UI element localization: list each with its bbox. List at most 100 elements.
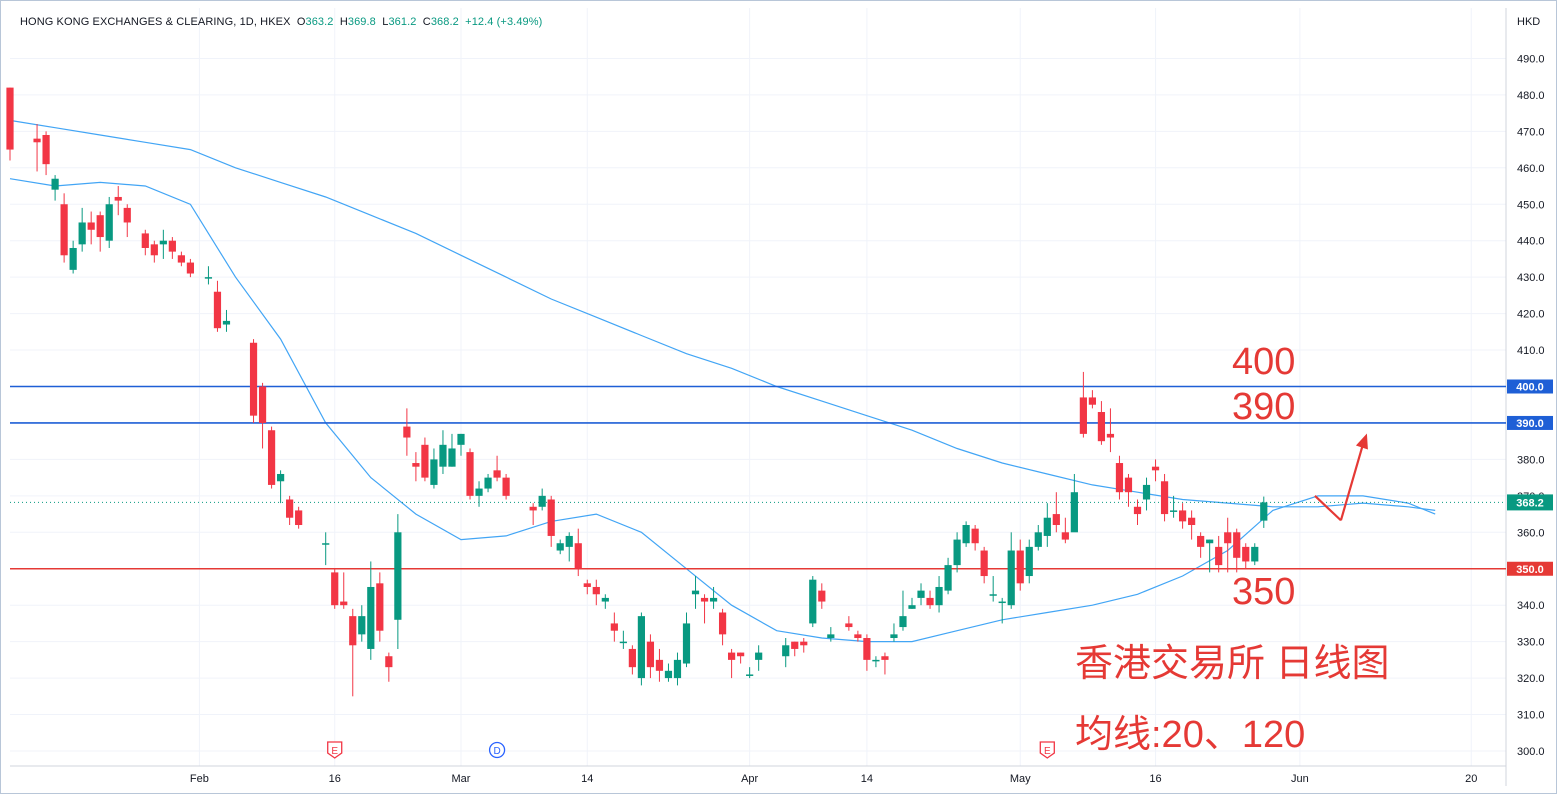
candle-body[interactable]: [1124, 477, 1133, 493]
candle-body[interactable]: [1142, 484, 1151, 500]
candle-body[interactable]: [412, 463, 420, 467]
candle-body[interactable]: [700, 597, 709, 602]
candle-body[interactable]: [33, 138, 41, 143]
candle-body[interactable]: [1160, 481, 1169, 515]
candle-body[interactable]: [1169, 510, 1178, 512]
candle-body[interactable]: [1025, 546, 1033, 577]
candle-body[interactable]: [1052, 514, 1060, 526]
candle-body[interactable]: [556, 543, 564, 551]
earnings-marker[interactable]: [327, 741, 343, 759]
candle-body[interactable]: [935, 586, 943, 606]
candle-body[interactable]: [484, 477, 492, 489]
candle-body[interactable]: [926, 597, 934, 606]
candle-body[interactable]: [69, 247, 77, 270]
candle-body[interactable]: [502, 477, 510, 496]
candle-body[interactable]: [881, 656, 889, 660]
candle-body[interactable]: [430, 459, 438, 485]
candle-body[interactable]: [746, 674, 754, 676]
candle-body[interactable]: [827, 634, 835, 639]
candle-body[interactable]: [448, 448, 456, 467]
candle-body[interactable]: [538, 495, 546, 507]
candle-body[interactable]: [1179, 510, 1187, 522]
candle-body[interactable]: [1061, 532, 1069, 540]
candle-body[interactable]: [1215, 546, 1223, 566]
candle-body[interactable]: [96, 215, 104, 238]
candle-body[interactable]: [682, 623, 691, 664]
candle-body[interactable]: [204, 277, 213, 279]
candle-body[interactable]: [1260, 502, 1268, 521]
candle-body[interactable]: [277, 473, 285, 482]
candle-body[interactable]: [1233, 532, 1241, 558]
candle-body[interactable]: [782, 645, 790, 657]
candle-body[interactable]: [565, 535, 573, 547]
candle-body[interactable]: [493, 470, 501, 478]
candle-body[interactable]: [403, 426, 411, 438]
candle-body[interactable]: [114, 196, 122, 201]
candle-body[interactable]: [691, 590, 700, 595]
candle-body[interactable]: [466, 452, 474, 496]
candle-body[interactable]: [249, 342, 258, 416]
candle-body[interactable]: [547, 499, 555, 536]
candle-body[interactable]: [718, 612, 727, 635]
candle-body[interactable]: [1097, 412, 1106, 442]
candle-body[interactable]: [854, 634, 862, 639]
candle-body[interactable]: [340, 601, 348, 606]
candle-body[interactable]: [475, 488, 483, 496]
earnings-marker[interactable]: [1039, 741, 1055, 759]
candle-body[interactable]: [1242, 546, 1250, 562]
candle-body[interactable]: [1133, 506, 1142, 515]
candle-body[interactable]: [1079, 397, 1087, 434]
candle-body[interactable]: [800, 641, 808, 646]
candle-body[interactable]: [1016, 550, 1024, 584]
candle-body[interactable]: [295, 510, 303, 526]
candle-body[interactable]: [186, 262, 194, 274]
candle-body[interactable]: [755, 652, 763, 660]
candle-body[interactable]: [989, 594, 997, 596]
candle-body[interactable]: [367, 586, 375, 649]
candle-body[interactable]: [791, 641, 799, 649]
candle-body[interactable]: [6, 87, 14, 150]
candle-body[interactable]: [583, 583, 591, 587]
candle-body[interactable]: [1034, 532, 1042, 547]
candle-body[interactable]: [60, 204, 68, 256]
candle-body[interactable]: [394, 532, 402, 620]
candle-body[interactable]: [439, 444, 447, 467]
candle-body[interactable]: [457, 433, 465, 445]
candle-body[interactable]: [728, 652, 736, 660]
candle-body[interactable]: [258, 386, 267, 423]
candle-body[interactable]: [331, 572, 339, 606]
candle-body[interactable]: [980, 550, 988, 577]
candle-body[interactable]: [1088, 397, 1096, 405]
candle-body[interactable]: [637, 616, 645, 679]
candle-body[interactable]: [917, 590, 925, 598]
candle-body[interactable]: [1188, 517, 1196, 526]
candle-body[interactable]: [286, 499, 294, 518]
candle-body[interactable]: [168, 240, 176, 252]
candle-body[interactable]: [1106, 433, 1115, 438]
candle-body[interactable]: [1151, 466, 1160, 471]
candle-body[interactable]: [971, 528, 979, 544]
candle-body[interactable]: [619, 641, 627, 644]
candle-body[interactable]: [51, 178, 59, 190]
candle-body[interactable]: [222, 320, 231, 325]
candle-body[interactable]: [655, 659, 664, 671]
candle-body[interactable]: [737, 652, 745, 657]
candle-body[interactable]: [592, 586, 600, 595]
candle-body[interactable]: [709, 597, 718, 602]
candle-body[interactable]: [150, 244, 158, 256]
candle-body[interactable]: [141, 233, 149, 248]
candle-body[interactable]: [809, 579, 817, 624]
candle-body[interactable]: [159, 240, 167, 245]
candle-body[interactable]: [998, 601, 1006, 604]
candle-body[interactable]: [890, 634, 898, 639]
candle-body[interactable]: [953, 539, 961, 566]
candle-body[interactable]: [899, 616, 907, 628]
candle-body[interactable]: [908, 605, 916, 609]
candle-body[interactable]: [1115, 463, 1124, 493]
candle-body[interactable]: [421, 444, 429, 478]
candle-body[interactable]: [358, 616, 366, 635]
candle-body[interactable]: [529, 506, 537, 511]
candle-body[interactable]: [628, 648, 636, 668]
candle-body[interactable]: [1224, 532, 1232, 544]
candle-body[interactable]: [610, 623, 618, 631]
